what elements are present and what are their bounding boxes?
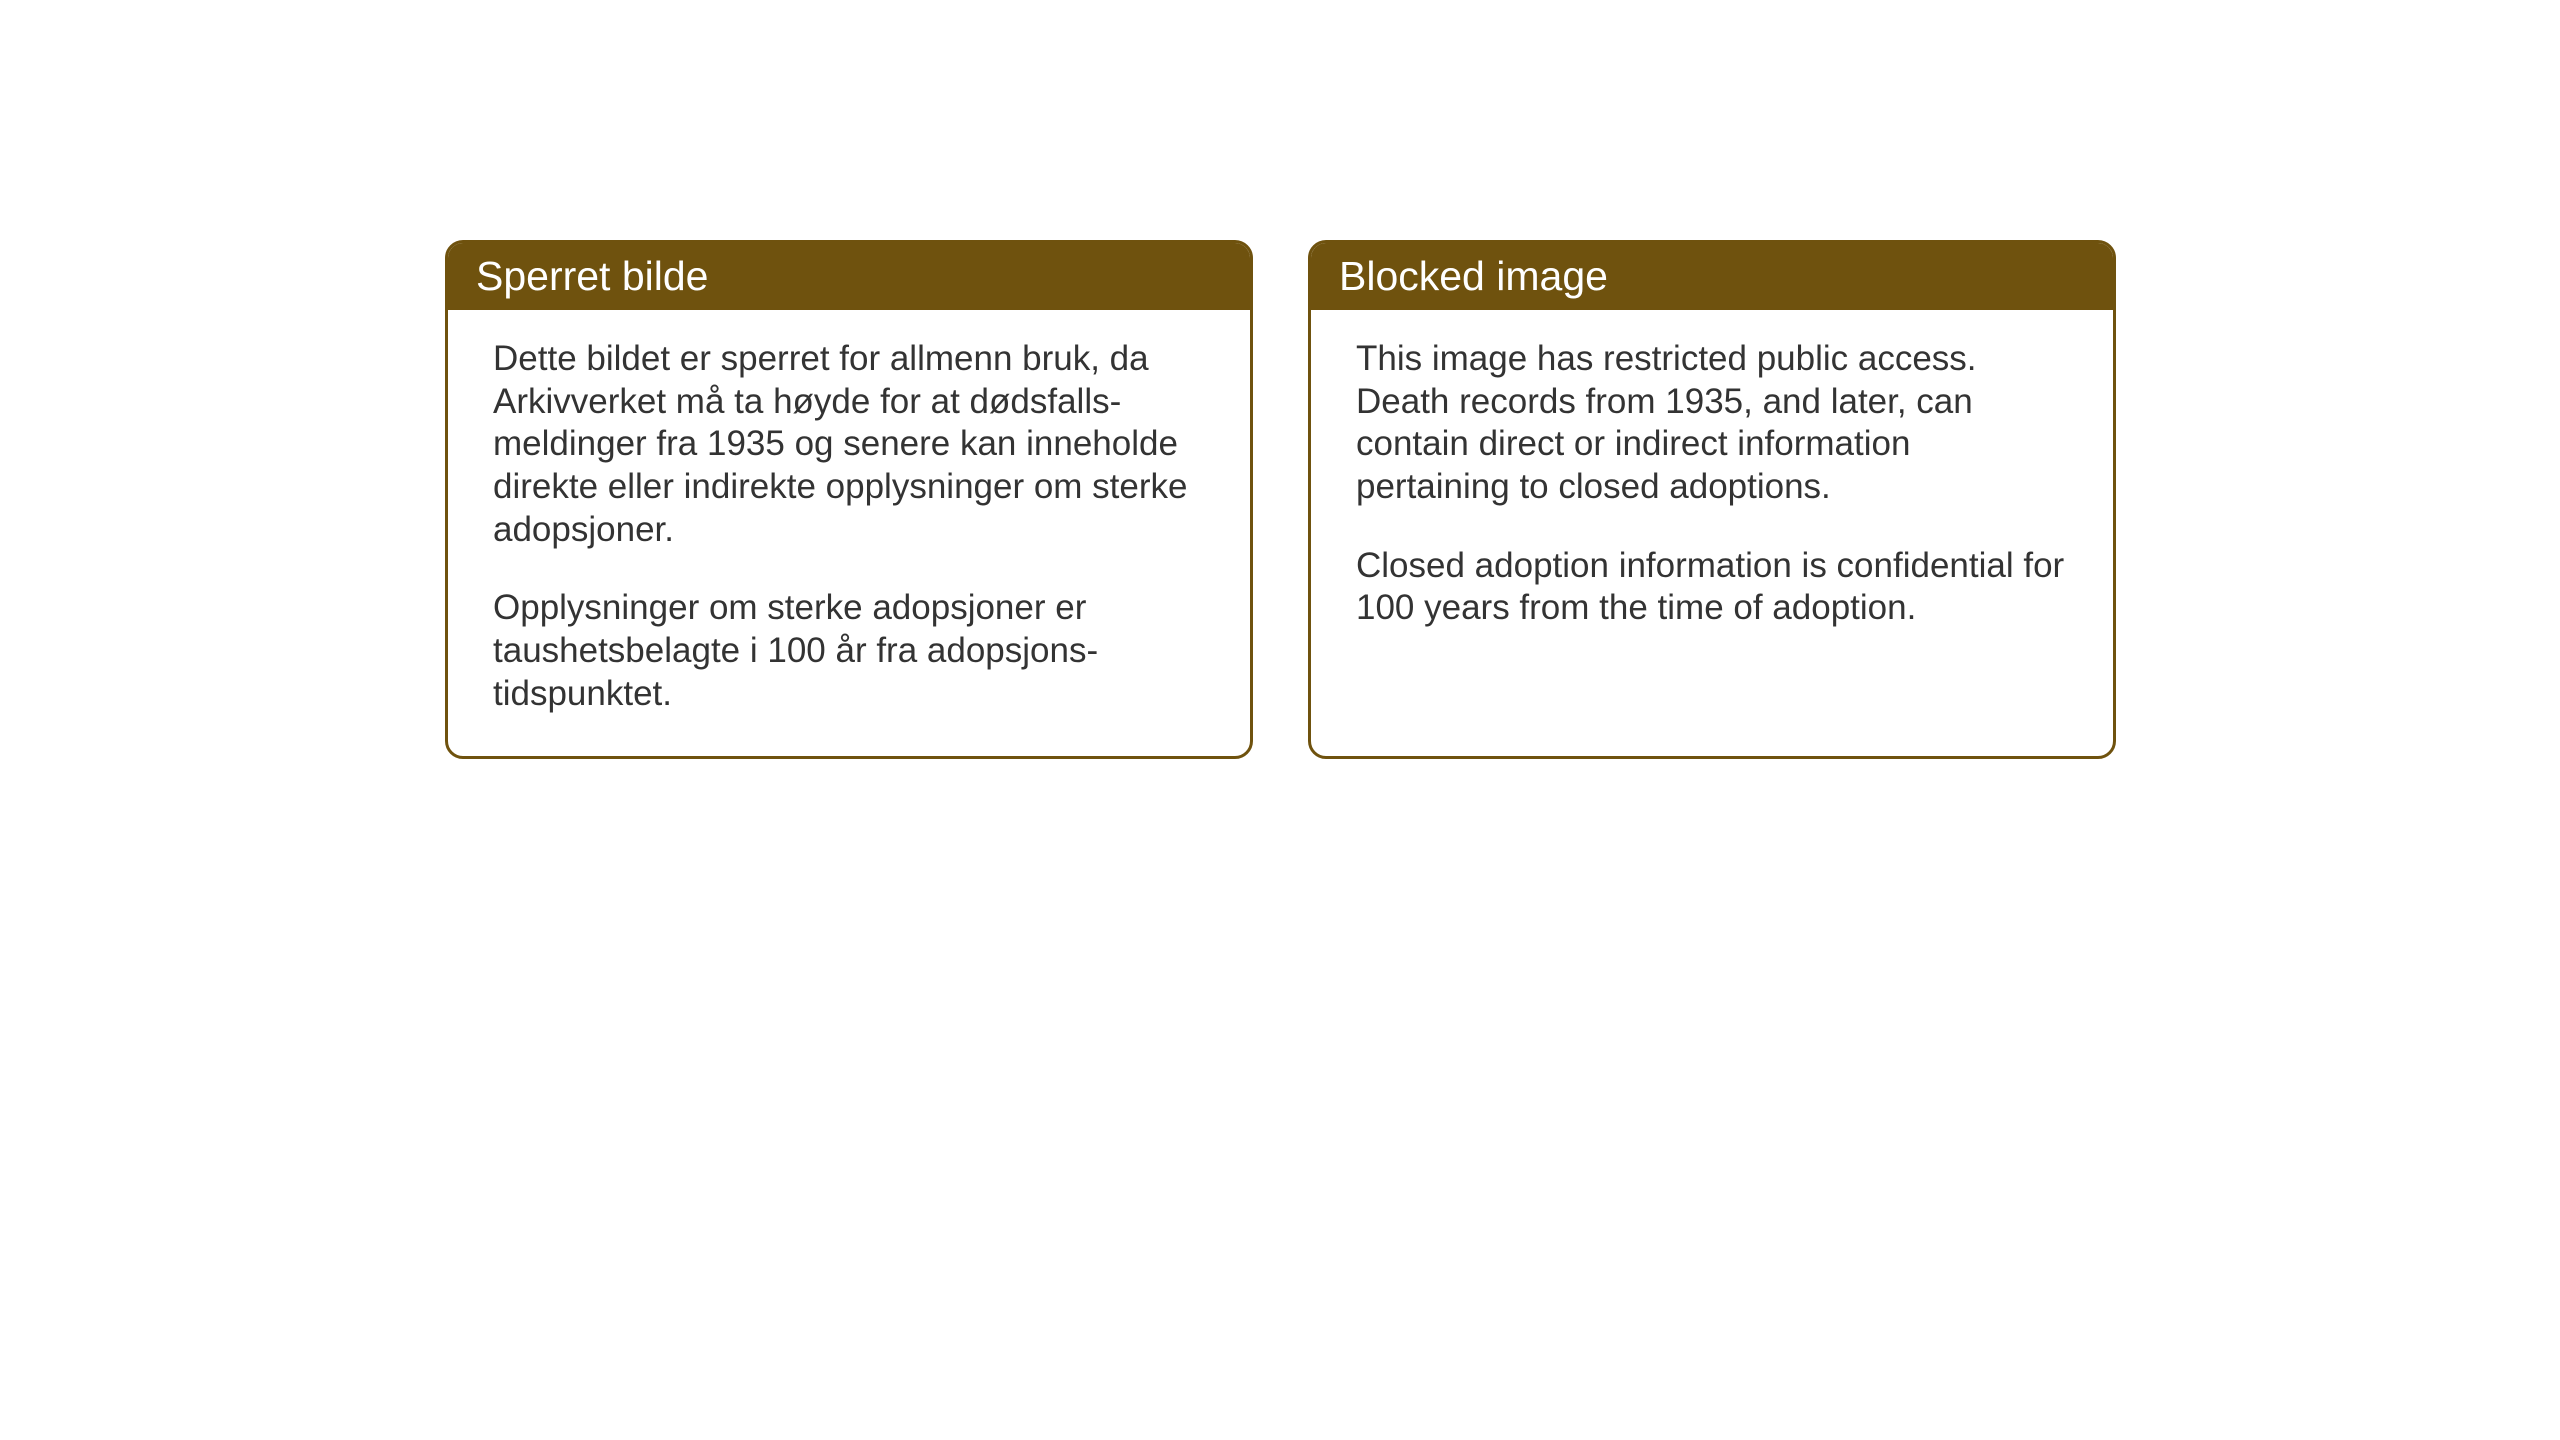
notice-paragraph: Opplysninger om sterke adopsjoner er tau…	[493, 587, 1205, 715]
notice-container: Sperret bilde Dette bildet er sperret fo…	[445, 240, 2116, 759]
notice-paragraph: This image has restricted public access.…	[1356, 338, 2068, 509]
notice-header-english: Blocked image	[1311, 243, 2113, 310]
notice-paragraph: Dette bildet er sperret for allmenn bruk…	[493, 338, 1205, 551]
notice-header-norwegian: Sperret bilde	[448, 243, 1250, 310]
notice-body-english: This image has restricted public access.…	[1311, 310, 2113, 700]
notice-title-norwegian: Sperret bilde	[476, 253, 708, 299]
notice-box-norwegian: Sperret bilde Dette bildet er sperret fo…	[445, 240, 1253, 759]
notice-paragraph: Closed adoption information is confident…	[1356, 545, 2068, 630]
notice-body-norwegian: Dette bildet er sperret for allmenn bruk…	[448, 310, 1250, 756]
notice-title-english: Blocked image	[1339, 253, 1608, 299]
notice-box-english: Blocked image This image has restricted …	[1308, 240, 2116, 759]
